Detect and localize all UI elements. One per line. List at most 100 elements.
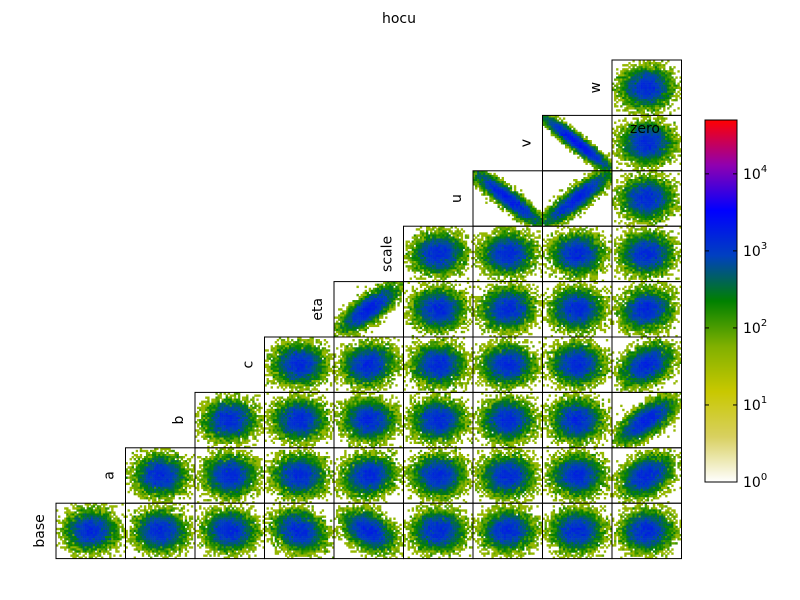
histogram-bin [522,279,525,282]
histogram-bin [654,96,658,100]
histogram-bin [552,195,556,198]
histogram-bin [538,252,541,256]
histogram-bin [511,193,515,196]
histogram-bin [618,203,621,206]
histogram-bin [652,179,656,182]
histogram-bin [640,88,643,92]
histogram-bin [499,234,502,237]
histogram-bin [628,127,631,131]
histogram-bin [644,103,648,106]
histogram-bin [428,269,431,272]
histogram-bin [595,168,598,172]
histogram-bin [626,140,629,143]
histogram-bin [634,80,637,83]
histogram-bin [495,254,498,258]
histogram-bin [599,185,603,188]
histogram-bin [550,256,554,260]
histogram-bin [601,174,605,178]
histogram-bin [571,135,574,139]
histogram-bin [405,246,408,250]
histogram-bin [567,213,570,217]
histogram-bin [534,215,537,219]
histogram-bin [659,70,662,73]
histogram-bin [520,197,523,200]
histogram-bin [652,191,656,194]
histogram-bin [403,256,406,260]
histogram-bin [659,94,662,98]
histogram-bin [614,121,617,124]
histogram-bin [421,277,425,280]
histogram-bin [630,187,633,190]
histogram-bin [656,205,660,209]
histogram-bin [503,244,506,248]
histogram-bin [675,133,678,137]
histogram-bin [499,226,502,229]
histogram-bin [595,195,598,198]
histogram-bin [428,254,431,258]
histogram-bin [407,240,410,243]
histogram-bin [663,66,666,69]
histogram-bin [522,271,525,274]
histogram-bin [638,146,641,149]
histogram-bin [646,60,650,63]
histogram-bin [663,205,666,209]
histogram-bin [632,181,635,184]
histogram-bin [620,96,623,100]
histogram-bin [458,240,462,243]
histogram-bin [460,267,464,270]
histogram-bin [652,195,656,198]
histogram-bin [413,242,417,245]
histogram-bin [409,265,412,268]
histogram-bin [440,244,443,248]
histogram-bin [659,140,662,143]
histogram-bin [473,174,476,178]
histogram-bin [573,234,576,237]
histogram-bin [530,211,533,215]
histogram-bin [489,242,492,245]
histogram-bin [659,217,662,221]
histogram-bin [411,248,415,252]
histogram-bin [564,215,568,219]
histogram-bin [409,259,412,262]
histogram-bin [648,148,652,151]
histogram-bin [511,246,515,250]
histogram-bin [554,211,558,215]
histogram-bin [640,72,643,75]
histogram-bin [675,142,678,145]
histogram-bin [638,222,641,225]
histogram-bin [550,207,554,211]
histogram-bin [624,125,627,129]
histogram-bin [665,146,668,149]
histogram-bin [560,197,564,200]
histogram-bin [620,191,623,194]
histogram-bin [573,146,576,149]
histogram-bin [603,193,607,196]
histogram-bin [581,250,584,254]
histogram-bin [423,248,427,252]
histogram-bin [618,86,621,90]
histogram-bin [483,234,486,237]
histogram-bin [630,78,633,81]
histogram-bin [675,205,678,209]
histogram-bin [505,254,509,258]
histogram-bin [642,62,645,65]
histogram-bin [489,187,492,190]
histogram-bin [524,267,527,270]
histogram-bin [632,203,635,206]
histogram-bin [524,252,527,256]
histogram-bin [544,123,547,126]
histogram-bin [618,193,621,196]
histogram-bin [673,150,676,153]
histogram-bin [477,256,480,260]
histogram-bin [661,195,664,198]
histogram-bin [642,160,645,163]
histogram-bin [659,213,662,217]
histogram-bin [417,246,421,250]
histogram-bin [430,275,433,278]
histogram-bin [661,148,664,151]
histogram-bin [505,195,509,198]
histogram-bin [493,179,496,182]
histogram-bin [583,199,586,202]
histogram-bin [522,236,525,239]
histogram-bin [661,135,664,139]
